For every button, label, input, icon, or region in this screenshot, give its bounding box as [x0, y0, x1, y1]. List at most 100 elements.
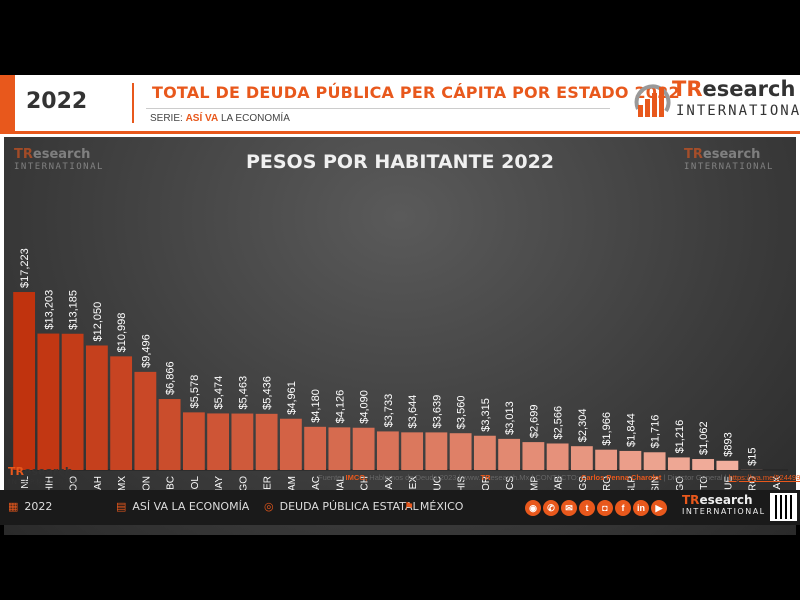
- title-underline: [146, 108, 610, 109]
- value-label-nl: $17,223: [19, 248, 31, 288]
- category-label-tam: TAM: [287, 476, 298, 496]
- bar-dgo: [231, 413, 254, 470]
- serie-bold: ASÍ VA: [185, 113, 219, 124]
- bar-tab: [546, 443, 569, 470]
- youtube-icon[interactable]: ▶: [651, 500, 667, 516]
- value-label-zac: $4,180: [310, 389, 322, 423]
- chat-icon: ◎: [264, 500, 274, 513]
- bar-cdmx: [110, 356, 133, 470]
- category-label-chih: CHIH: [44, 476, 55, 500]
- value-label-ver: $5,436: [262, 376, 274, 410]
- category-label-son: SON: [141, 476, 152, 498]
- value-label-coah: $12,050: [92, 302, 104, 342]
- bar-mor: [473, 435, 496, 470]
- category-label-slp: SLP: [626, 476, 637, 495]
- tresearch-logo: TResearch INTERNATIONAL: [632, 77, 800, 127]
- category-label-nl: NL: [20, 476, 31, 489]
- bar-chart: $17,223NL$13,203CHIH$13,185QROO$12,050CO…: [12, 248, 788, 519]
- calendar-icon: ▦: [8, 500, 19, 513]
- logo-subtext: INTERNATIONAL: [676, 103, 800, 119]
- watermark-left: TResearch INTERNATIONAL: [14, 147, 104, 172]
- bar-slp: [619, 450, 642, 470]
- header: 2022 TOTAL DE DEUDA PÚBLICA PER CÁPITA P…: [0, 75, 800, 131]
- globe-icon[interactable]: ◉: [525, 500, 541, 516]
- chart-panel: TResearch INTERNATIONAL TResearch INTERN…: [4, 137, 796, 535]
- bar-oax: [376, 431, 399, 470]
- divider: [132, 83, 134, 123]
- value-label-chis: $3,560: [456, 396, 468, 430]
- bar-gro: [595, 449, 618, 470]
- bar-nay: [207, 413, 230, 470]
- category-label-sin: SIN: [651, 476, 662, 493]
- whatsapp-link[interactable]: https://wa.me/524499193645: [728, 473, 800, 482]
- logo-text: TResearch: [672, 77, 796, 101]
- qr-code[interactable]: [770, 493, 797, 521]
- bar-coah: [85, 345, 108, 470]
- bar-nl: [13, 292, 36, 470]
- social-links: ◉ ✆ ✉ t ◘ f in ▶: [525, 498, 669, 516]
- bar-chis: [449, 433, 472, 470]
- bar-hgo: [667, 457, 690, 470]
- value-label-qro: $15: [747, 447, 759, 465]
- value-label-edomex: $3,644: [407, 395, 419, 429]
- value-label-tam: $4,961: [286, 381, 298, 415]
- value-label-cdmx: $10,998: [116, 313, 128, 353]
- linkedin-icon[interactable]: in: [633, 500, 649, 516]
- category-label-oax: OAX: [384, 476, 395, 497]
- footer-logo: TResearch INTERNATIONAL: [8, 465, 84, 486]
- category-label-zac: ZAC: [311, 476, 322, 496]
- bottom-bar: ▦ 2022 ▤ ASÍ VA LA ECONOMÍA ◎ DEUDA PÚBLICA…: [0, 490, 800, 525]
- value-label-dgo: $5,463: [237, 376, 249, 410]
- bb-topic: ◎ DEUDA PÚBLICA ESTATAL: [264, 500, 419, 513]
- bar-ags: [570, 446, 593, 470]
- category-label-bc: BC: [166, 476, 177, 490]
- value-label-mor: $3,315: [480, 398, 492, 432]
- value-label-nay: $5,474: [213, 376, 225, 410]
- value-label-camp: $2,699: [528, 404, 540, 438]
- chart-icon: ▤: [116, 500, 127, 513]
- category-label-col: COL: [190, 476, 201, 497]
- bar-qroo: [61, 333, 84, 470]
- value-label-ags: $2,304: [577, 409, 589, 443]
- facebook-icon[interactable]: f: [615, 500, 631, 516]
- accent-bar: [0, 75, 15, 131]
- whatsapp-icon[interactable]: ✆: [543, 500, 559, 516]
- category-label-mich: MICH: [360, 476, 371, 502]
- slide-frame: 2022 TOTAL DE DEUDA PÚBLICA PER CÁPITA P…: [0, 75, 800, 535]
- value-label-jal: $4,126: [334, 390, 346, 424]
- category-label-bcs: BCS: [505, 476, 516, 497]
- serie-prefix: SERIE:: [150, 113, 183, 124]
- logo-chart-icon: [634, 84, 671, 117]
- bar-col: [182, 412, 205, 470]
- value-label-bcs: $3,013: [504, 401, 516, 435]
- category-label-jal: JAL: [335, 476, 346, 494]
- value-label-hgo: $1,216: [674, 420, 686, 454]
- header-year: 2022: [26, 89, 88, 114]
- bar-edomex: [401, 432, 424, 470]
- category-label-nay: NAY: [214, 476, 225, 496]
- bar-tam: [279, 418, 302, 470]
- category-label-mor: MOR: [481, 476, 492, 499]
- bar-mich: [352, 427, 375, 470]
- category-label-tab: TAB: [554, 476, 565, 495]
- category-label-gto: GTO: [699, 476, 710, 498]
- value-label-sin: $1,716: [650, 415, 662, 449]
- twitter-icon[interactable]: t: [579, 500, 595, 516]
- value-label-pue: $893: [722, 432, 734, 456]
- series-label: SERIE: ASÍ VA LA ECONOMÍA: [150, 113, 290, 124]
- bar-bcs: [498, 438, 521, 470]
- bb-country: ⚑ MÉXICO: [404, 500, 464, 513]
- bb-year: ▦ 2022: [8, 500, 53, 513]
- value-label-yuc: $3,639: [431, 395, 443, 429]
- category-label-hgo: HGO: [675, 476, 686, 499]
- value-label-oax: $3,733: [383, 394, 395, 428]
- mail-icon[interactable]: ✉: [561, 500, 577, 516]
- category-label-chis: CHIS: [457, 476, 468, 500]
- bb-series: ▤ ASÍ VA LA ECONOMÍA: [116, 500, 250, 513]
- instagram-icon[interactable]: ◘: [597, 500, 613, 516]
- chart-title: PESOS POR HABITANTE 2022: [245, 151, 555, 173]
- bar-gto: [692, 459, 715, 470]
- value-label-qroo: $13,185: [68, 290, 80, 330]
- bar-bc: [158, 399, 181, 470]
- category-label-yuc: YUC: [432, 476, 443, 497]
